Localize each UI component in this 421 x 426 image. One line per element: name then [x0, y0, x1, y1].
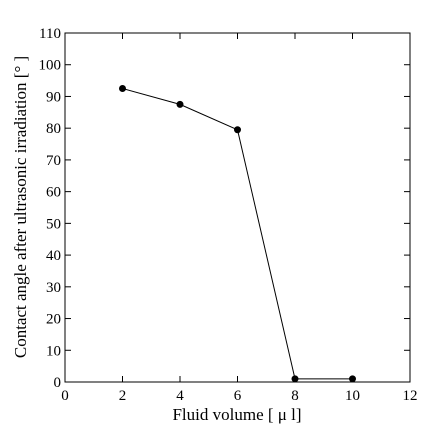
data-point — [119, 85, 126, 93]
data-point — [176, 100, 184, 108]
y-tick-label: 60 — [46, 185, 61, 201]
data-point — [234, 126, 241, 134]
axis-ticks — [64, 32, 411, 383]
data-point — [291, 375, 299, 383]
plot-frame — [64, 32, 411, 383]
y-tick-label: 0 — [54, 375, 62, 391]
y-tick-label: 100 — [39, 58, 62, 74]
y-tick-label: 40 — [46, 248, 61, 264]
y-axis-title: Contact angle after ultrasonic irradiati… — [11, 56, 30, 358]
tick-labels: 0 2 4 6 8 10 12 0 10 20 30 40 50 60 70 80 90 100 110 — [39, 26, 418, 404]
x-tick-label: 10 — [345, 388, 360, 404]
data-point — [349, 375, 356, 383]
x-tick-label: 6 — [234, 388, 242, 404]
x-tick-label: 8 — [291, 388, 299, 404]
x-tick-label: 0 — [61, 388, 69, 404]
y-tick-label: 90 — [46, 89, 61, 105]
x-tick-label: 12 — [403, 388, 418, 404]
y-tick-label: 50 — [46, 216, 61, 232]
y-tick-label: 80 — [46, 121, 61, 137]
x-tick-label: 2 — [119, 388, 127, 404]
y-tick-label: 110 — [39, 26, 61, 42]
y-tick-label: 30 — [46, 280, 61, 296]
x-axis-title: Fluid volume [ μ l] — [172, 405, 301, 424]
x-tick-label: 4 — [176, 388, 184, 404]
y-tick-label: 20 — [46, 312, 61, 328]
y-tick-label: 10 — [46, 343, 61, 359]
y-tick-label: 70 — [46, 153, 61, 169]
data-series — [119, 85, 356, 383]
